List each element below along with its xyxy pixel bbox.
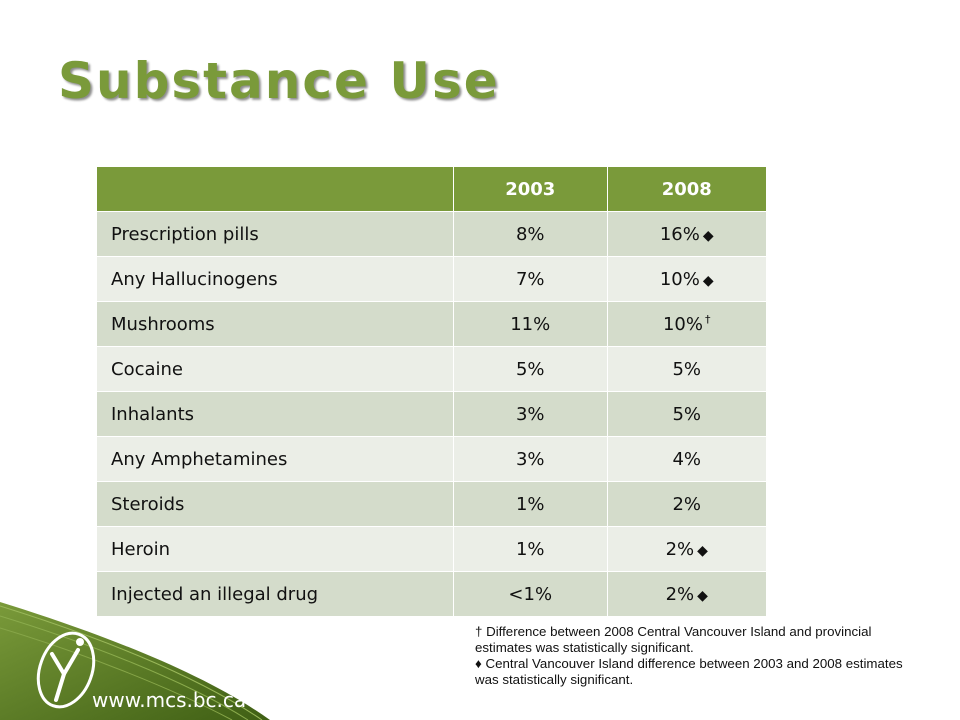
value-2003: 1% bbox=[453, 526, 608, 572]
value-2008-cell: 2% ◆ bbox=[606, 571, 767, 617]
dagger-marker: † bbox=[705, 313, 711, 326]
table-row: Any Amphetamines 3% 4% bbox=[96, 436, 767, 482]
footnotes: † Difference between 2008 Central Vancou… bbox=[475, 624, 905, 688]
value-2003: 7% bbox=[453, 256, 608, 302]
value-2008: 10% bbox=[659, 268, 700, 290]
row-label: Injected an illegal drug bbox=[96, 571, 454, 617]
value-2008: 5% bbox=[672, 403, 702, 425]
value-2003: 8% bbox=[453, 211, 608, 257]
row-label: Steroids bbox=[96, 481, 454, 527]
value-2008: 10% bbox=[662, 314, 703, 335]
row-label: Any Hallucinogens bbox=[96, 256, 454, 302]
table-row: Injected an illegal drug <1% 2% ◆ bbox=[96, 571, 767, 617]
row-label: Heroin bbox=[96, 526, 454, 572]
row-label: Any Amphetamines bbox=[96, 436, 454, 482]
header-cell-label bbox=[96, 166, 454, 212]
value-2008: 4% bbox=[672, 448, 702, 470]
value-2003: <1% bbox=[453, 571, 608, 617]
substance-use-table: 2003 2008 Prescription pills 8% 16% ◆ Any Ha… bbox=[96, 166, 767, 617]
row-label: Mushrooms bbox=[96, 301, 454, 347]
mcs-logo-icon bbox=[36, 631, 96, 709]
value-2008: 2% bbox=[665, 538, 695, 560]
value-2008-cell: 5% bbox=[606, 391, 767, 437]
value-2008-cell: 4% bbox=[606, 436, 767, 482]
row-label: Cocaine bbox=[96, 346, 454, 392]
table-row: Steroids 1% 2% bbox=[96, 481, 767, 527]
table-row: Any Hallucinogens 7% 10% ◆ bbox=[96, 256, 767, 302]
table-row: Cocaine 5% 5% bbox=[96, 346, 767, 392]
row-label: Prescription pills bbox=[96, 211, 454, 257]
table-row: Heroin 1% 2% ◆ bbox=[96, 526, 767, 572]
header-cell-2003: 2003 bbox=[453, 166, 608, 212]
header-cell-2008: 2008 bbox=[606, 166, 767, 212]
diamond-marker: ◆ bbox=[697, 542, 708, 559]
diamond-marker: ◆ bbox=[702, 272, 714, 289]
page-title: Substance Use bbox=[58, 52, 500, 110]
value-2008: 2% bbox=[665, 583, 695, 605]
table-header-row: 2003 2008 bbox=[96, 166, 767, 212]
table-row: Mushrooms 11% 10% † bbox=[96, 301, 767, 347]
table-row: Inhalants 3% 5% bbox=[96, 391, 767, 437]
value-2008-cell: 2% bbox=[606, 481, 767, 527]
value-2008-cell: 16% ◆ bbox=[606, 211, 767, 257]
site-url: www.mcs.bc.ca bbox=[92, 688, 247, 712]
footnote-dagger: † Difference between 2008 Central Vancou… bbox=[475, 624, 872, 655]
value-2003: 3% bbox=[453, 436, 608, 482]
value-2008: 5% bbox=[672, 358, 702, 380]
value-2008: 16% bbox=[659, 223, 700, 245]
value-2008-cell: 10% † bbox=[606, 301, 767, 347]
diamond-marker: ◆ bbox=[702, 227, 714, 244]
value-2008-cell: 5% bbox=[606, 346, 767, 392]
value-2008-cell: 10% ◆ bbox=[606, 256, 767, 302]
diamond-marker: ◆ bbox=[697, 587, 708, 604]
value-2003: 1% bbox=[453, 481, 608, 527]
value-2008-cell: 2% ◆ bbox=[606, 526, 767, 572]
value-2003: 5% bbox=[453, 346, 608, 392]
row-label: Inhalants bbox=[96, 391, 454, 437]
value-2003: 3% bbox=[453, 391, 608, 437]
table-row: Prescription pills 8% 16% ◆ bbox=[96, 211, 767, 257]
value-2003: 11% bbox=[453, 301, 608, 347]
footnote-diamond: ♦ Central Vancouver Island difference be… bbox=[475, 656, 903, 687]
value-2008: 2% bbox=[672, 493, 702, 515]
corner-decoration bbox=[0, 602, 270, 720]
